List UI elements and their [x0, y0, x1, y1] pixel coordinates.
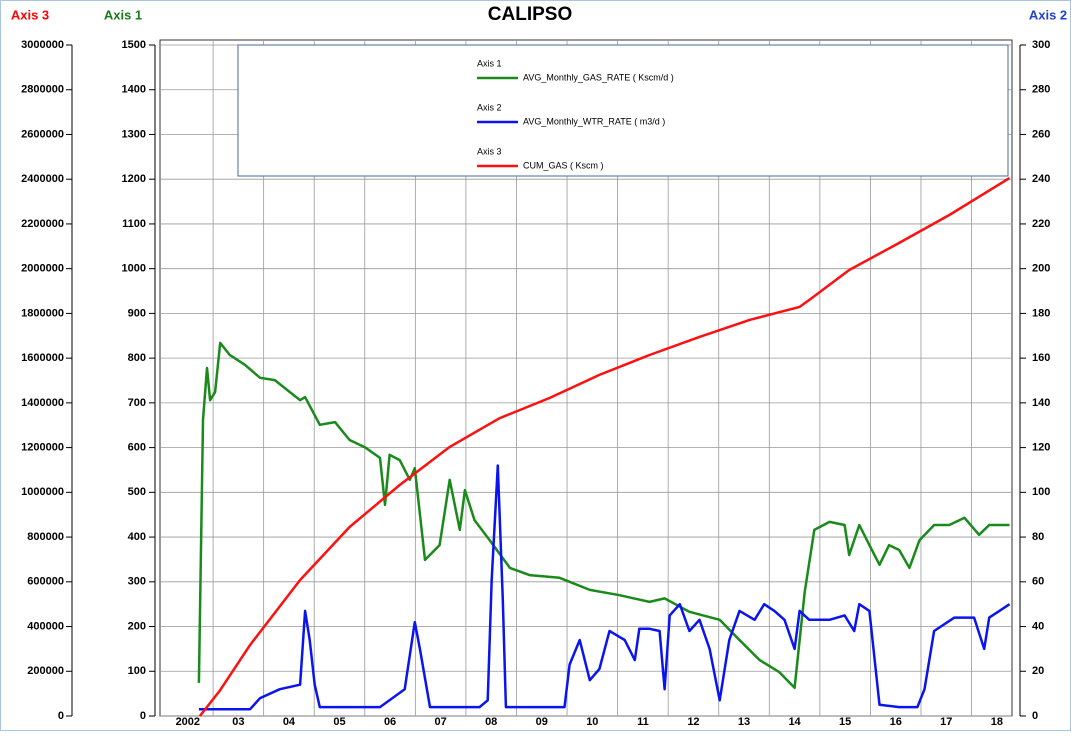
y-tick-label: 0 [140, 710, 146, 722]
x-tick-label: 04 [283, 716, 296, 728]
x-tick-label: 09 [536, 716, 548, 728]
y3-tick-label: 3000000 [21, 39, 64, 51]
y3-tick-label: 2200000 [21, 218, 64, 230]
y-tick-label: 1000 [122, 263, 146, 275]
y-tick-label: 700 [128, 397, 146, 409]
y-tick-label: 1100 [122, 218, 146, 230]
y3-tick-label: 600000 [27, 576, 64, 588]
legend-label: AVG_Monthly_WTR_RATE ( m3/d ) [523, 116, 665, 126]
y-tick-label: 900 [128, 307, 146, 319]
series-line [198, 464, 1011, 711]
y2-tick-label: 100 [1032, 486, 1050, 498]
axis3-title: Axis 3 [11, 7, 49, 22]
series-line [197, 341, 1010, 690]
x-tick-label: 05 [333, 716, 345, 728]
x-tick-label: 17 [940, 716, 952, 728]
x-tick-label: 15 [839, 716, 851, 728]
x-tick-label: 06 [384, 716, 396, 728]
y-tick-label: 500 [128, 486, 146, 498]
y2-tick-label: 20 [1032, 665, 1044, 677]
x-tick-label: 14 [788, 716, 801, 728]
y2-tick-label: 160 [1032, 352, 1050, 364]
y3-tick-label: 1600000 [21, 352, 64, 364]
legend-box [237, 44, 1009, 177]
legend: Axis 1 AVG_Monthly_GAS_RATE ( Kscm/d ) Axi… [237, 44, 1009, 177]
x-tick-label: 11 [637, 716, 649, 728]
y2-tick-label: 40 [1032, 620, 1044, 632]
y-tick-label: 1300 [122, 128, 146, 140]
y3-tick-label: 2000000 [21, 263, 64, 275]
legend-axis-label: Axis 2 [477, 102, 502, 112]
y2-tick-label: 0 [1032, 710, 1038, 722]
legend-axis-label: Axis 3 [477, 146, 502, 156]
y3-tick-label: 1400000 [21, 397, 64, 409]
chart-title: CALIPSO [488, 4, 572, 25]
series-line [198, 177, 1011, 717]
y3-tick-label: 400000 [27, 620, 64, 632]
x-tick-label: 10 [586, 716, 598, 728]
x-tick-label: 16 [890, 716, 902, 728]
legend-label: CUM_GAS ( Kscm ) [523, 160, 604, 170]
y-tick-label: 800 [128, 352, 146, 364]
y2-tick-label: 120 [1032, 442, 1050, 454]
y2-tick-label: 240 [1032, 173, 1050, 185]
x-tick-label: 07 [435, 716, 447, 728]
x-tick-label: 2002 [176, 716, 200, 728]
y3-tick-label: 1000000 [21, 486, 64, 498]
axis1-title: Axis 1 [104, 7, 142, 22]
axis2-title: Axis 2 [1029, 7, 1067, 22]
y-tick-label: 1500 [122, 39, 146, 51]
y2-tick-label: 60 [1032, 576, 1044, 588]
x-tick-label: 13 [738, 716, 750, 728]
y-tick-label: 600 [128, 442, 146, 454]
y3-tick-label: 1200000 [21, 442, 64, 454]
y2-tick-label: 220 [1032, 218, 1050, 230]
y-tick-label: 200 [128, 620, 146, 632]
y3-tick-label: 0 [58, 710, 64, 722]
y2-tick-label: 180 [1032, 307, 1050, 319]
y3-tick-label: 2600000 [21, 128, 64, 140]
x-tick-label: 12 [687, 716, 699, 728]
y-tick-label: 100 [128, 665, 146, 677]
y2-tick-label: 280 [1032, 84, 1050, 96]
x-tick-label: 18 [991, 716, 1003, 728]
y2-tick-label: 260 [1032, 128, 1050, 140]
y-tick-label: 1400 [122, 84, 146, 96]
y-tick-label: 1200 [122, 173, 146, 185]
y-tick-label: 300 [128, 576, 146, 588]
y-tick-label: 400 [128, 531, 146, 543]
y2-tick-label: 140 [1032, 397, 1050, 409]
y3-tick-label: 2400000 [21, 173, 64, 185]
y3-tick-label: 800000 [27, 531, 64, 543]
y2-tick-label: 200 [1032, 263, 1050, 275]
x-tick-label: 08 [485, 716, 497, 728]
y3-tick-label: 1800000 [21, 307, 64, 319]
x-tick-label: 03 [232, 716, 244, 728]
y3-tick-label: 200000 [27, 665, 64, 677]
legend-axis-label: Axis 1 [477, 58, 502, 68]
y2-tick-label: 80 [1032, 531, 1044, 543]
y3-tick-label: 2800000 [21, 84, 64, 96]
legend-label: AVG_Monthly_GAS_RATE ( Kscm/d ) [523, 72, 674, 82]
y2-tick-label: 300 [1032, 39, 1050, 51]
